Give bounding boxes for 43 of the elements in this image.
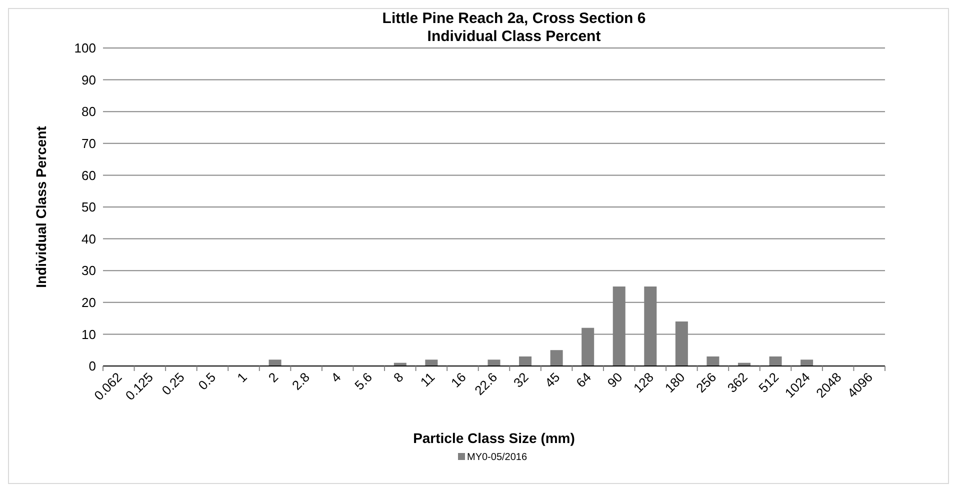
x-tick-label: 64 xyxy=(573,370,594,390)
x-axis-title: Particle Class Size (mm) xyxy=(413,430,575,446)
x-tick-label: 0.5 xyxy=(195,370,219,393)
y-tick-label: 20 xyxy=(82,294,96,310)
y-tick-label: 100 xyxy=(74,40,96,56)
x-tick-label: 32 xyxy=(510,370,532,390)
x-tick-label: 4 xyxy=(328,370,344,386)
x-tick-label: 512 xyxy=(756,370,782,396)
x-tick-label: 180 xyxy=(662,370,688,396)
x-tick-label: 1 xyxy=(234,370,250,386)
y-tick-label: 40 xyxy=(82,231,96,246)
bar xyxy=(488,360,500,366)
x-tick-label: 2.8 xyxy=(289,370,312,393)
bar xyxy=(769,356,782,366)
y-tick-label: 50 xyxy=(82,200,96,215)
legend-label: MY0-05/2016 xyxy=(467,452,528,463)
bar xyxy=(800,360,814,366)
y-tick-label: 0 xyxy=(88,358,96,374)
x-tick-label: 16 xyxy=(448,370,469,390)
x-tick-label: 128 xyxy=(630,370,657,396)
x-tick-label: 256 xyxy=(693,370,720,396)
bar xyxy=(425,360,438,366)
x-tick-label: 45 xyxy=(542,370,563,390)
y-tick-label: 90 xyxy=(82,72,96,88)
y-tick-label: 60 xyxy=(82,168,96,183)
chart-subtitle: Individual Class Percent xyxy=(427,28,601,45)
x-tick-label: 11 xyxy=(417,370,438,390)
x-tick-label: 5.6 xyxy=(352,370,375,393)
bar xyxy=(706,356,720,366)
chart-title: Little Pine Reach 2a, Cross Section 6 xyxy=(382,10,646,27)
x-tick-label: 8 xyxy=(390,370,406,386)
y-axis-title: Individual Class Percent xyxy=(33,126,49,288)
bar xyxy=(550,350,563,366)
y-tick-label: 80 xyxy=(82,104,96,120)
bar xyxy=(268,360,282,366)
y-tick-label: 10 xyxy=(82,326,96,342)
x-tick-label: 362 xyxy=(724,370,750,396)
x-tick-label: 2 xyxy=(265,370,282,386)
x-tick-label: 90 xyxy=(604,370,626,390)
y-tick-label: 30 xyxy=(82,263,96,278)
y-tick-label: 70 xyxy=(82,136,96,151)
x-tick-label: 0.25 xyxy=(158,370,188,398)
bar xyxy=(519,356,532,366)
